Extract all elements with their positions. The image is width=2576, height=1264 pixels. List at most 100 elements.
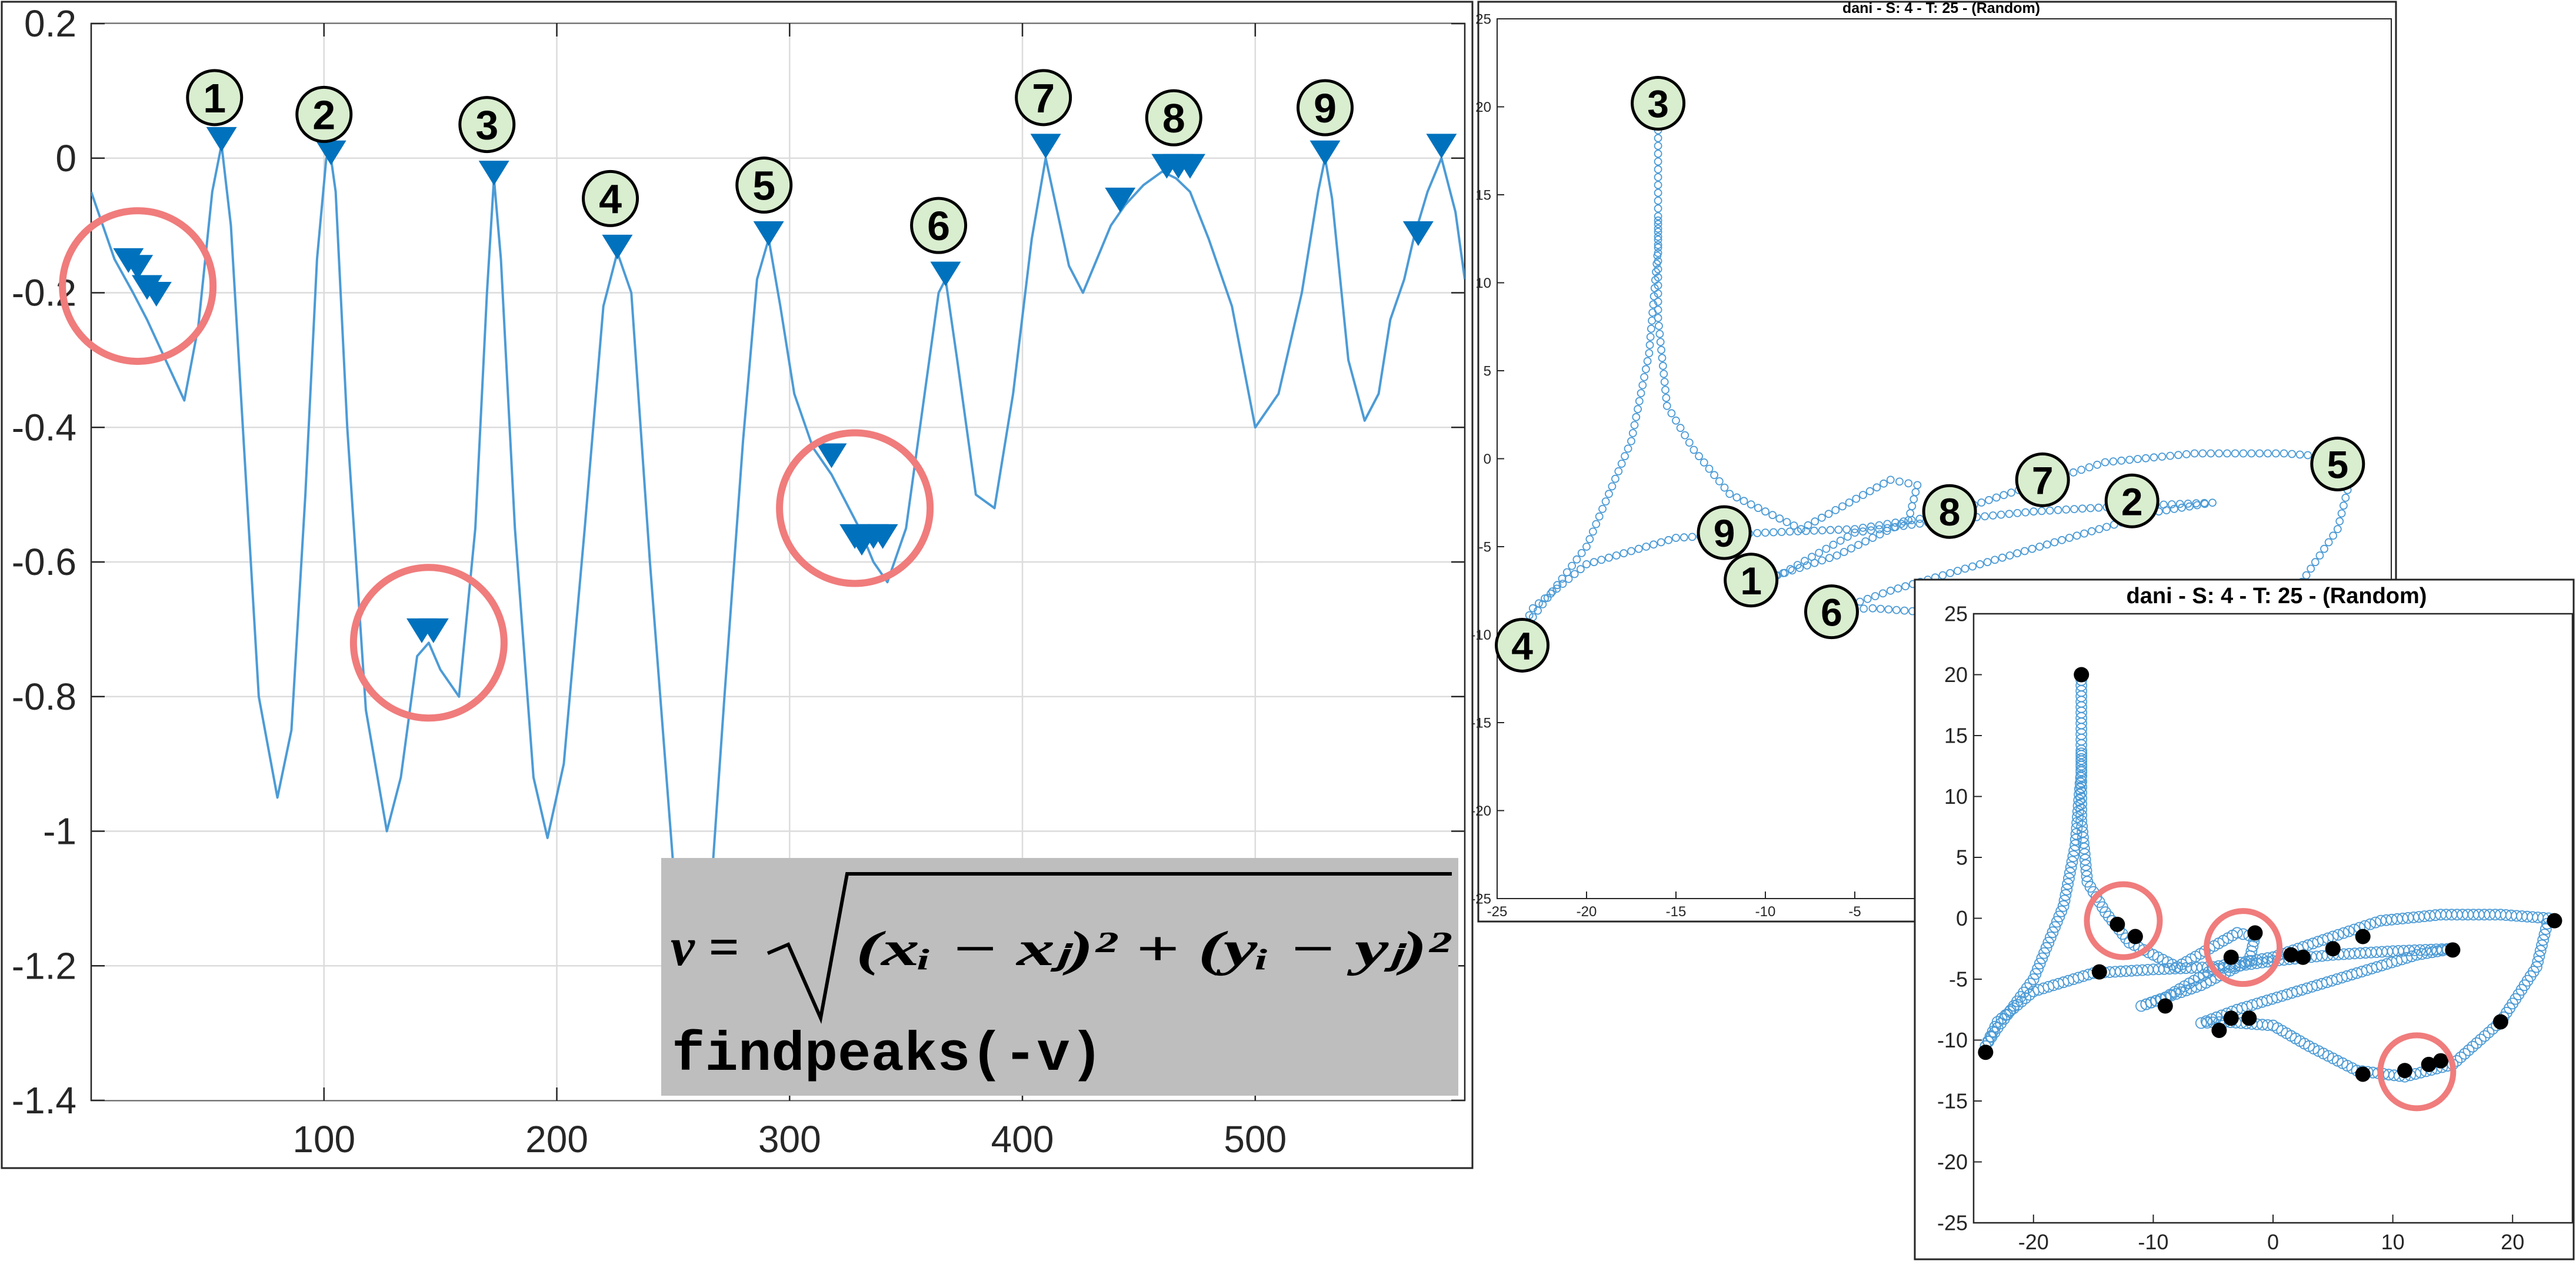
trajectory-point [2079,853,2091,866]
peak-number-label: 5 [752,163,775,209]
trajectory-point [1895,477,1904,486]
trajectory-point [2145,996,2157,1009]
trajectory-point [2075,764,2088,776]
trajectory-point [1654,257,1662,265]
trajectory-point [2062,878,2074,890]
trajectory-point [1628,429,1637,437]
peak-marker-triangle [602,234,633,260]
trajectory-point [2028,544,2037,553]
trajectory-point [2255,449,2264,458]
trajectory-point [1829,540,1838,549]
right-y-tick-labels: 25 20 15 10 5 0 -5 -10 -15 -20 -25 [1937,602,1982,1235]
trajectory-point [2075,781,2088,793]
x-tick-label: -15 [1666,904,1687,920]
trajectory-point [2478,1030,2491,1042]
trajectory-point [1608,482,1617,491]
trajectory-point [1858,524,1867,532]
trajectory-point [1961,564,1970,573]
trajectory-point [1630,421,1639,430]
trajectory-point [2200,498,2209,507]
trajectory-point [1761,507,1769,516]
trajectory-point [1654,141,1662,150]
trajectory-point [1595,512,1604,521]
trajectory-point [2175,986,2187,998]
trajectory-point [2271,449,2280,458]
trajectory-point [2087,527,2096,535]
x-tick-label: -20 [1577,904,1597,920]
trajectory-point [2075,792,2088,804]
trajectory-point [1768,511,1777,520]
trajectory-point [1953,567,1962,575]
trajectory-point [2174,451,2182,460]
position-number-badge [1495,617,1550,673]
trajectory-point [1654,212,1662,221]
trajectory-point [1997,510,2005,519]
trajectory-point [2102,910,2115,923]
trajectory-point [1655,330,1664,338]
y-tick-label: 25 [1475,11,1491,27]
trajectory-point [2133,455,2142,463]
trajectory-point [2295,450,2304,459]
y-tick-label: 10 [1944,784,1968,809]
trajectory-point [2075,759,2088,771]
peak-point-dot [2355,929,2371,944]
trajectory-point [2053,910,2065,923]
trajectory-point [2324,538,2333,547]
trajectory-point [2175,500,2184,508]
trajectory-point [2065,861,2077,873]
trajectory-point [2533,950,2545,962]
peak-point-dot [2445,942,2461,958]
trajectory-point [1654,157,1662,166]
trajectory-point [2075,803,2088,816]
trajectory-point [1654,165,1662,174]
trajectory-point [1564,574,1573,583]
highlight-circle [2204,908,2283,987]
peak-marker-triangle [1426,134,1457,159]
trajectory-point [1886,475,1895,484]
trajectory-point [2192,499,2201,508]
trajectory-point [1541,594,1549,603]
trajectory-point [2093,460,2102,469]
trajectory-point [1975,560,1984,568]
trajectory-point [2320,544,2328,553]
highlight-circle [776,429,934,587]
left-x-tick-label: 300 [758,1118,821,1160]
y-tick-label: 0 [1484,451,1491,467]
y-tick-label: -25 [1937,1211,1968,1235]
trajectory-point [1788,566,1797,575]
peak-number-badge [295,85,353,143]
trajectory-point [2222,449,2231,458]
trajectory-point [1534,599,1543,608]
trajectory-point [1592,520,1601,528]
peak-number-label: 2 [312,92,335,138]
trajectory-point [1597,556,1606,564]
trajectory-point [2070,828,2082,840]
trajectory-point [1637,389,1645,397]
trajectory-point [1732,493,1741,502]
trajectory-point [2198,449,2207,458]
trajectory-point [2190,981,2202,993]
trajectory-point [2364,918,2377,930]
trajectory-point [1886,586,1895,595]
trajectory-point [1899,521,1908,530]
position-number-badge [1804,584,1859,640]
trajectory-point [2471,1037,2483,1049]
trajectory-point [1661,385,1669,394]
trajectory-point [2070,839,2082,851]
trajectory-point [1577,549,1586,557]
trajectory-point [1654,224,1662,233]
trajectory-point [2049,921,2061,933]
trajectory-point [1904,479,1913,488]
trajectory-point [2051,916,2063,928]
trajectory-point [1643,357,1652,365]
peak-number-label: 7 [1032,75,1055,121]
trajectory-point [1878,589,1887,598]
y-tick-label: -15 [1471,715,1491,731]
trajectory-point [2000,491,2008,500]
trajectory-point [2058,894,2071,907]
trajectory-point [2095,525,2104,533]
trajectory-point [1654,273,1662,282]
position-number-badge [2015,452,2070,507]
trajectory-point [1654,228,1662,237]
trajectory-point [2540,923,2552,935]
